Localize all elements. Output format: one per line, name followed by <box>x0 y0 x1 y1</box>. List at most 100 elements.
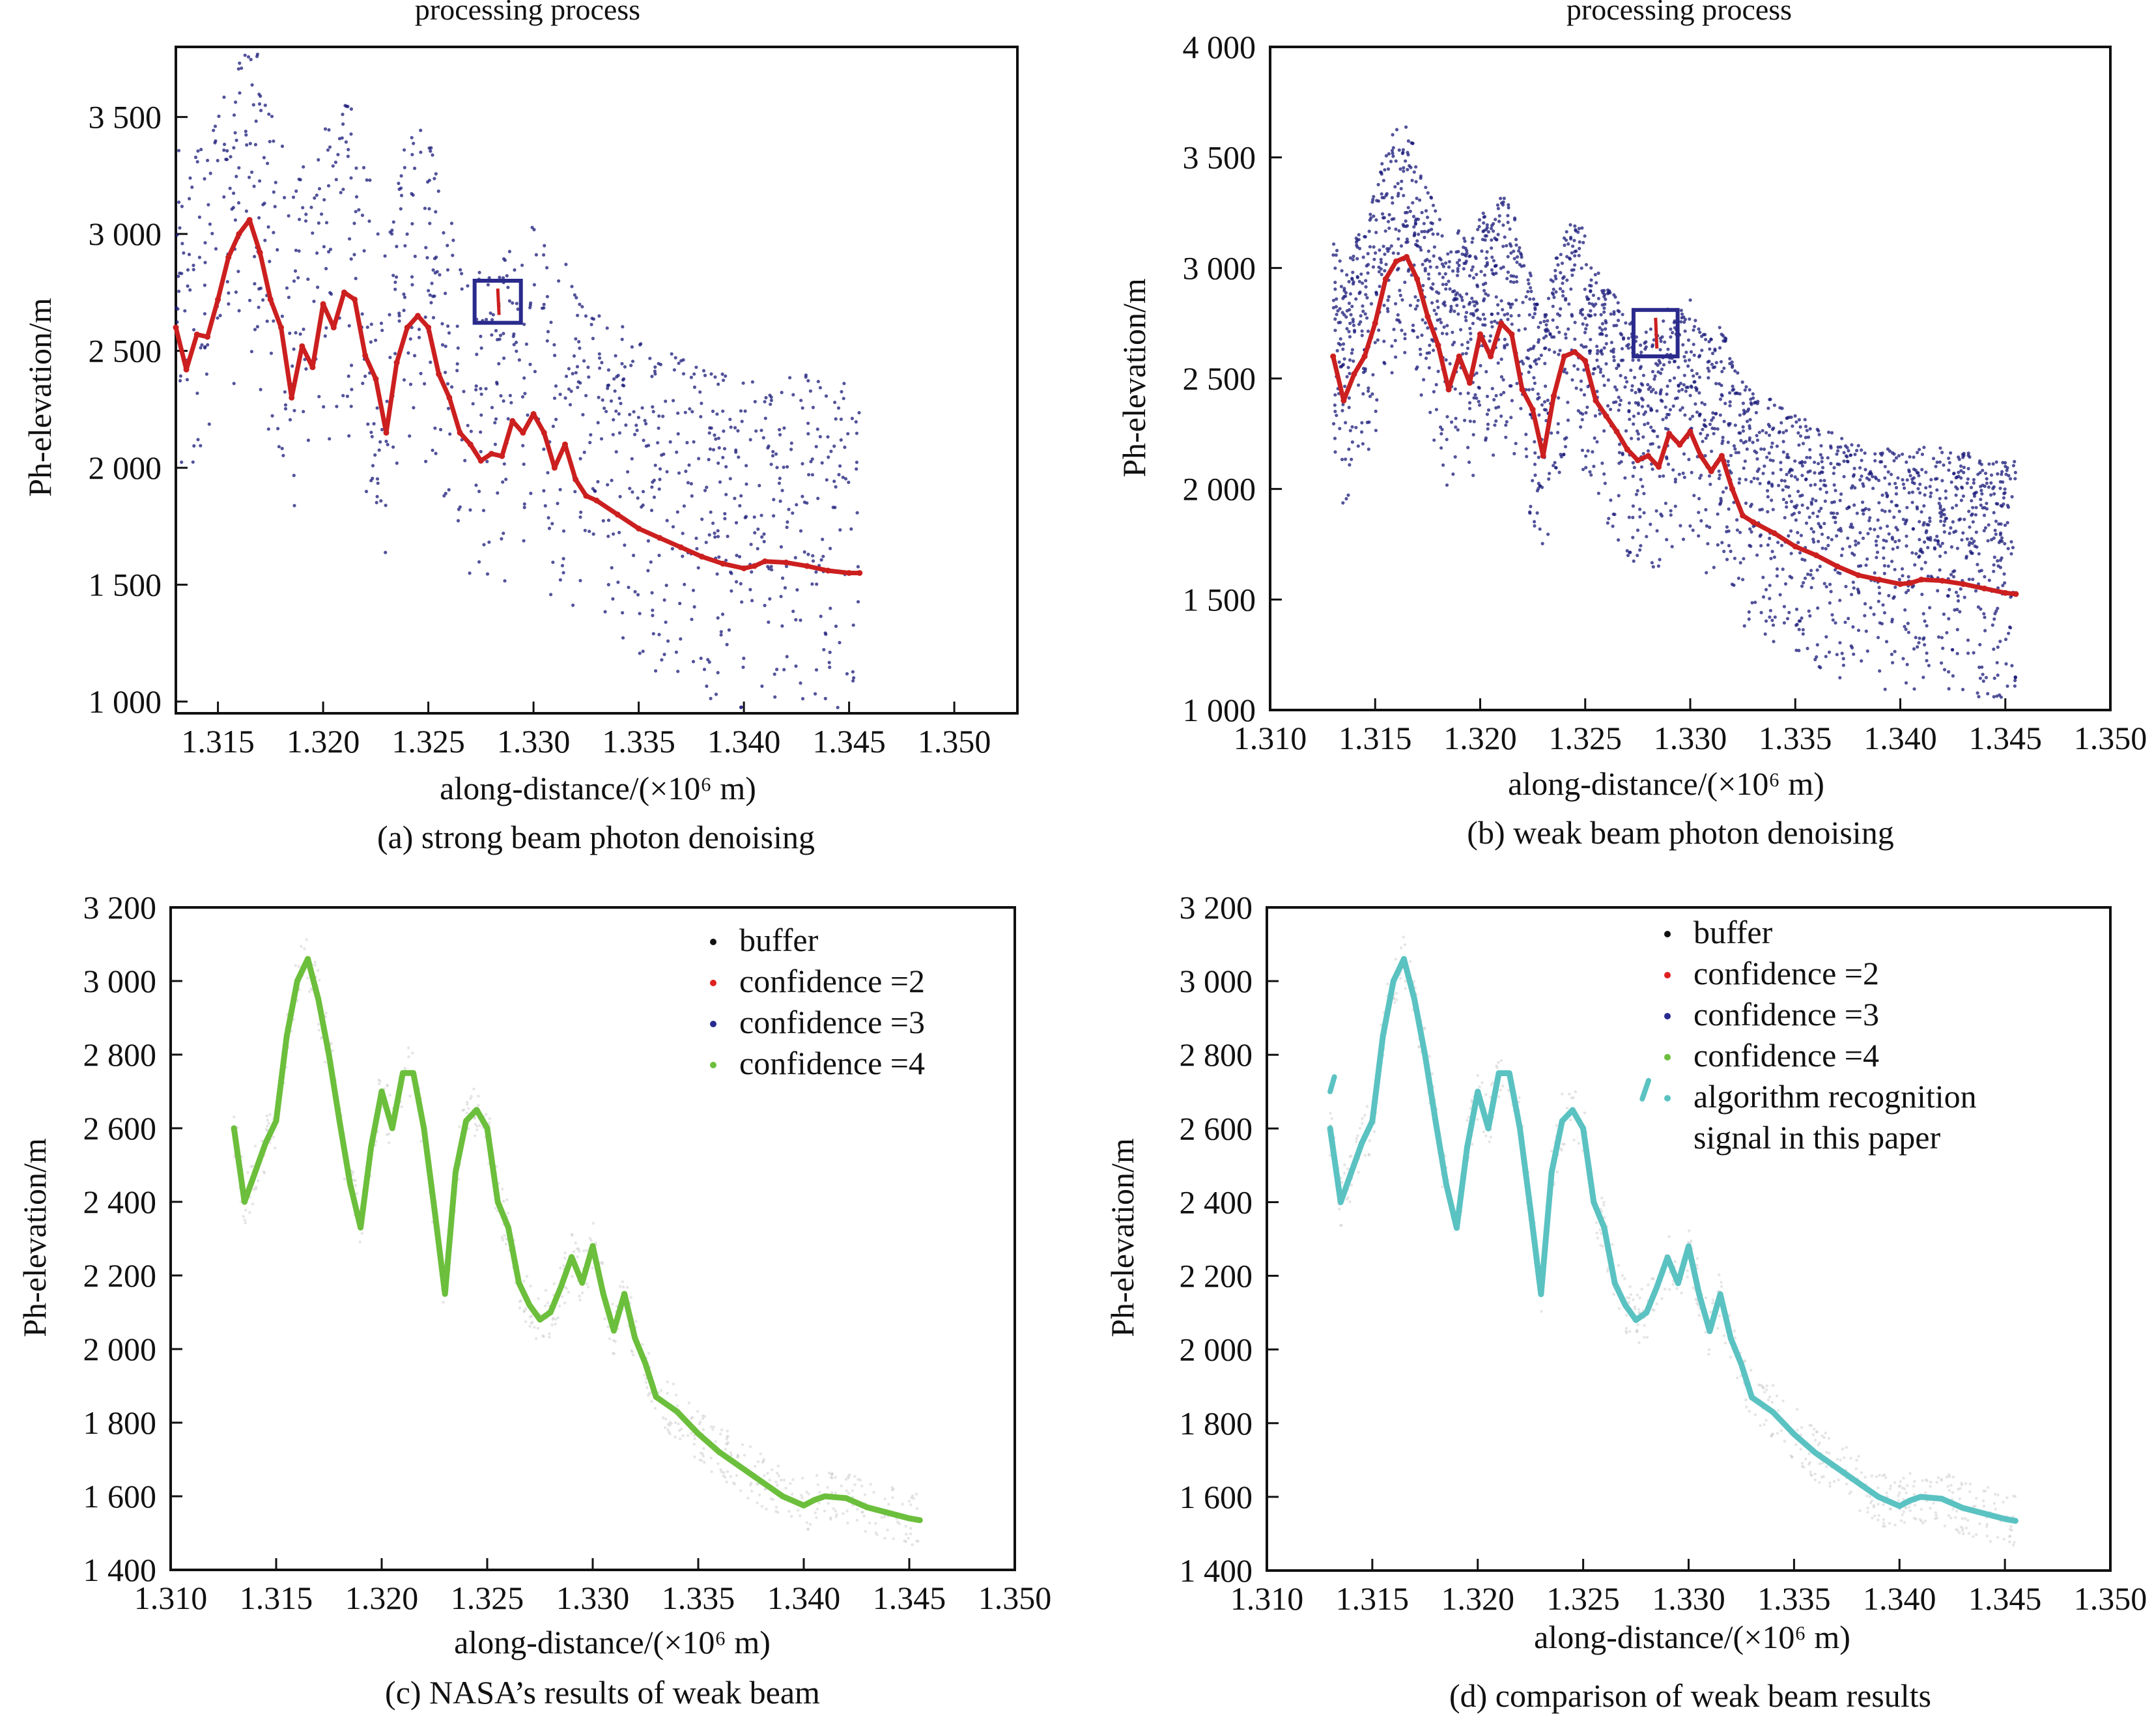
p2-buffer-photon <box>761 1460 765 1464</box>
p1-noise-photon <box>1673 477 1677 481</box>
p0-noise-photon <box>665 519 669 522</box>
p1-noise-photon <box>1706 542 1710 546</box>
p0-noise-photon <box>725 642 729 647</box>
p1-noise-photon <box>1493 319 1497 323</box>
p0-noise-photon <box>605 326 609 330</box>
p1-noise-photon <box>1526 356 1531 360</box>
p1-noise-photon <box>1420 230 1424 234</box>
p1-noise-photon <box>1367 448 1370 451</box>
p1-signal-point <box>1687 428 1693 434</box>
p1-noise-photon <box>1400 179 1404 183</box>
p0-noise-photon <box>841 476 845 479</box>
p0-noise-photon <box>724 374 728 378</box>
p1-noise-photon <box>1470 240 1474 244</box>
p0-noise-photon <box>225 149 229 153</box>
p0-noise-photon <box>216 158 220 163</box>
p3-buffer-photon <box>1617 1264 1621 1267</box>
p0-noise-photon <box>234 175 238 178</box>
p0-noise-photon <box>413 166 417 170</box>
p1-noise-photon <box>1406 206 1410 210</box>
p1-noise-photon <box>1989 473 1994 477</box>
p0-noise-photon <box>819 614 823 618</box>
p3-buffer-photon <box>1600 1210 1604 1214</box>
p0-noise-photon <box>187 253 191 257</box>
p0-noise-photon <box>293 269 298 273</box>
p0-noise-photon <box>689 375 693 380</box>
p1-noise-photon <box>1884 640 1889 644</box>
p1-noise-photon <box>1386 309 1390 313</box>
p1-noise-photon <box>1587 302 1591 306</box>
p1-noise-photon <box>1589 473 1593 477</box>
p1-noise-photon <box>1719 499 1723 503</box>
p1-noise-photon <box>1987 523 1991 527</box>
p1-noise-photon <box>1747 617 1751 621</box>
p2-buffer-photon <box>719 1432 722 1436</box>
p1-noise-photon <box>1606 378 1610 382</box>
p1-noise-photon <box>1533 360 1537 363</box>
p0-noise-photon <box>294 189 298 193</box>
p0-noise-photon <box>272 319 276 323</box>
p1-noise-photon <box>1488 334 1493 338</box>
p1-noise-photon <box>1338 307 1342 311</box>
p1-noise-photon <box>1448 362 1452 366</box>
p1-noise-photon <box>1595 390 1599 393</box>
p1-noise-photon <box>1616 319 1621 322</box>
p1-noise-photon <box>1580 266 1583 270</box>
p1-noise-photon <box>1423 229 1426 233</box>
p1-noise-photon <box>1947 468 1951 472</box>
p1-noise-photon <box>1968 455 1972 459</box>
p1-ytick-label: 2 500 <box>1183 360 1256 397</box>
p1-noise-photon <box>1991 462 1995 466</box>
p1-noise-photon <box>1855 511 1859 515</box>
p1-noise-photon <box>1665 537 1669 542</box>
p1-noise-photon <box>1935 488 1939 492</box>
p1-noise-photon <box>1331 298 1336 302</box>
p0-noise-photon <box>836 406 841 410</box>
p1-noise-photon <box>1738 561 1742 565</box>
p1-noise-photon <box>1795 504 1799 507</box>
p1-noise-photon <box>1646 382 1650 387</box>
p1-noise-photon <box>1826 456 1830 460</box>
p2-buffer-photon <box>784 1487 787 1490</box>
p1-noise-photon <box>1389 244 1393 248</box>
p1-noise-photon <box>1654 509 1658 513</box>
p0-signal-point <box>499 453 505 459</box>
p2-buffer-photon <box>582 1249 586 1253</box>
p1-noise-photon <box>1935 534 1939 539</box>
p1-noise-photon <box>1660 514 1664 518</box>
p1-noise-photon <box>1595 440 1599 444</box>
p1-noise-photon <box>1596 365 1600 369</box>
p0-noise-photon <box>580 305 584 309</box>
p0-noise-photon <box>811 559 815 563</box>
p2-buffer-photon <box>736 1455 739 1459</box>
p1-noise-photon <box>1894 504 1898 507</box>
p1-noise-photon <box>1722 420 1726 423</box>
p0-noise-photon <box>705 485 709 489</box>
p0-noise-photon <box>653 365 657 369</box>
p1-noise-photon <box>1726 463 1731 467</box>
p1-noise-photon <box>1992 647 1996 651</box>
p1-noise-photon <box>1627 515 1631 519</box>
p2-buffer-photon <box>308 990 311 993</box>
p1-noise-photon <box>1602 289 1606 292</box>
p2-buffer-photon <box>587 1285 590 1288</box>
p0-noise-photon <box>780 390 784 395</box>
p2-buffer-photon <box>874 1522 877 1525</box>
p1-noise-photon <box>1482 289 1486 292</box>
p0-noise-photon <box>739 409 743 413</box>
p1-noise-photon <box>1574 386 1578 390</box>
p3-buffer-photon <box>1718 1314 1721 1318</box>
p1-noise-photon <box>1725 530 1729 534</box>
p0-noise-photon <box>818 434 822 439</box>
p1-noise-photon <box>1424 186 1428 190</box>
p1-noise-photon <box>1352 328 1357 332</box>
p1-noise-photon <box>1348 292 1352 296</box>
p1-noise-photon <box>2005 468 2009 472</box>
p1-noise-photon <box>1391 146 1395 150</box>
p1-noise-photon <box>1402 193 1406 197</box>
p0-noise-photon <box>323 127 328 131</box>
p1-noise-photon <box>1601 374 1606 378</box>
p1-noise-photon <box>1692 343 1695 347</box>
p0-noise-photon <box>268 139 272 143</box>
p0-noise-photon <box>393 287 397 291</box>
